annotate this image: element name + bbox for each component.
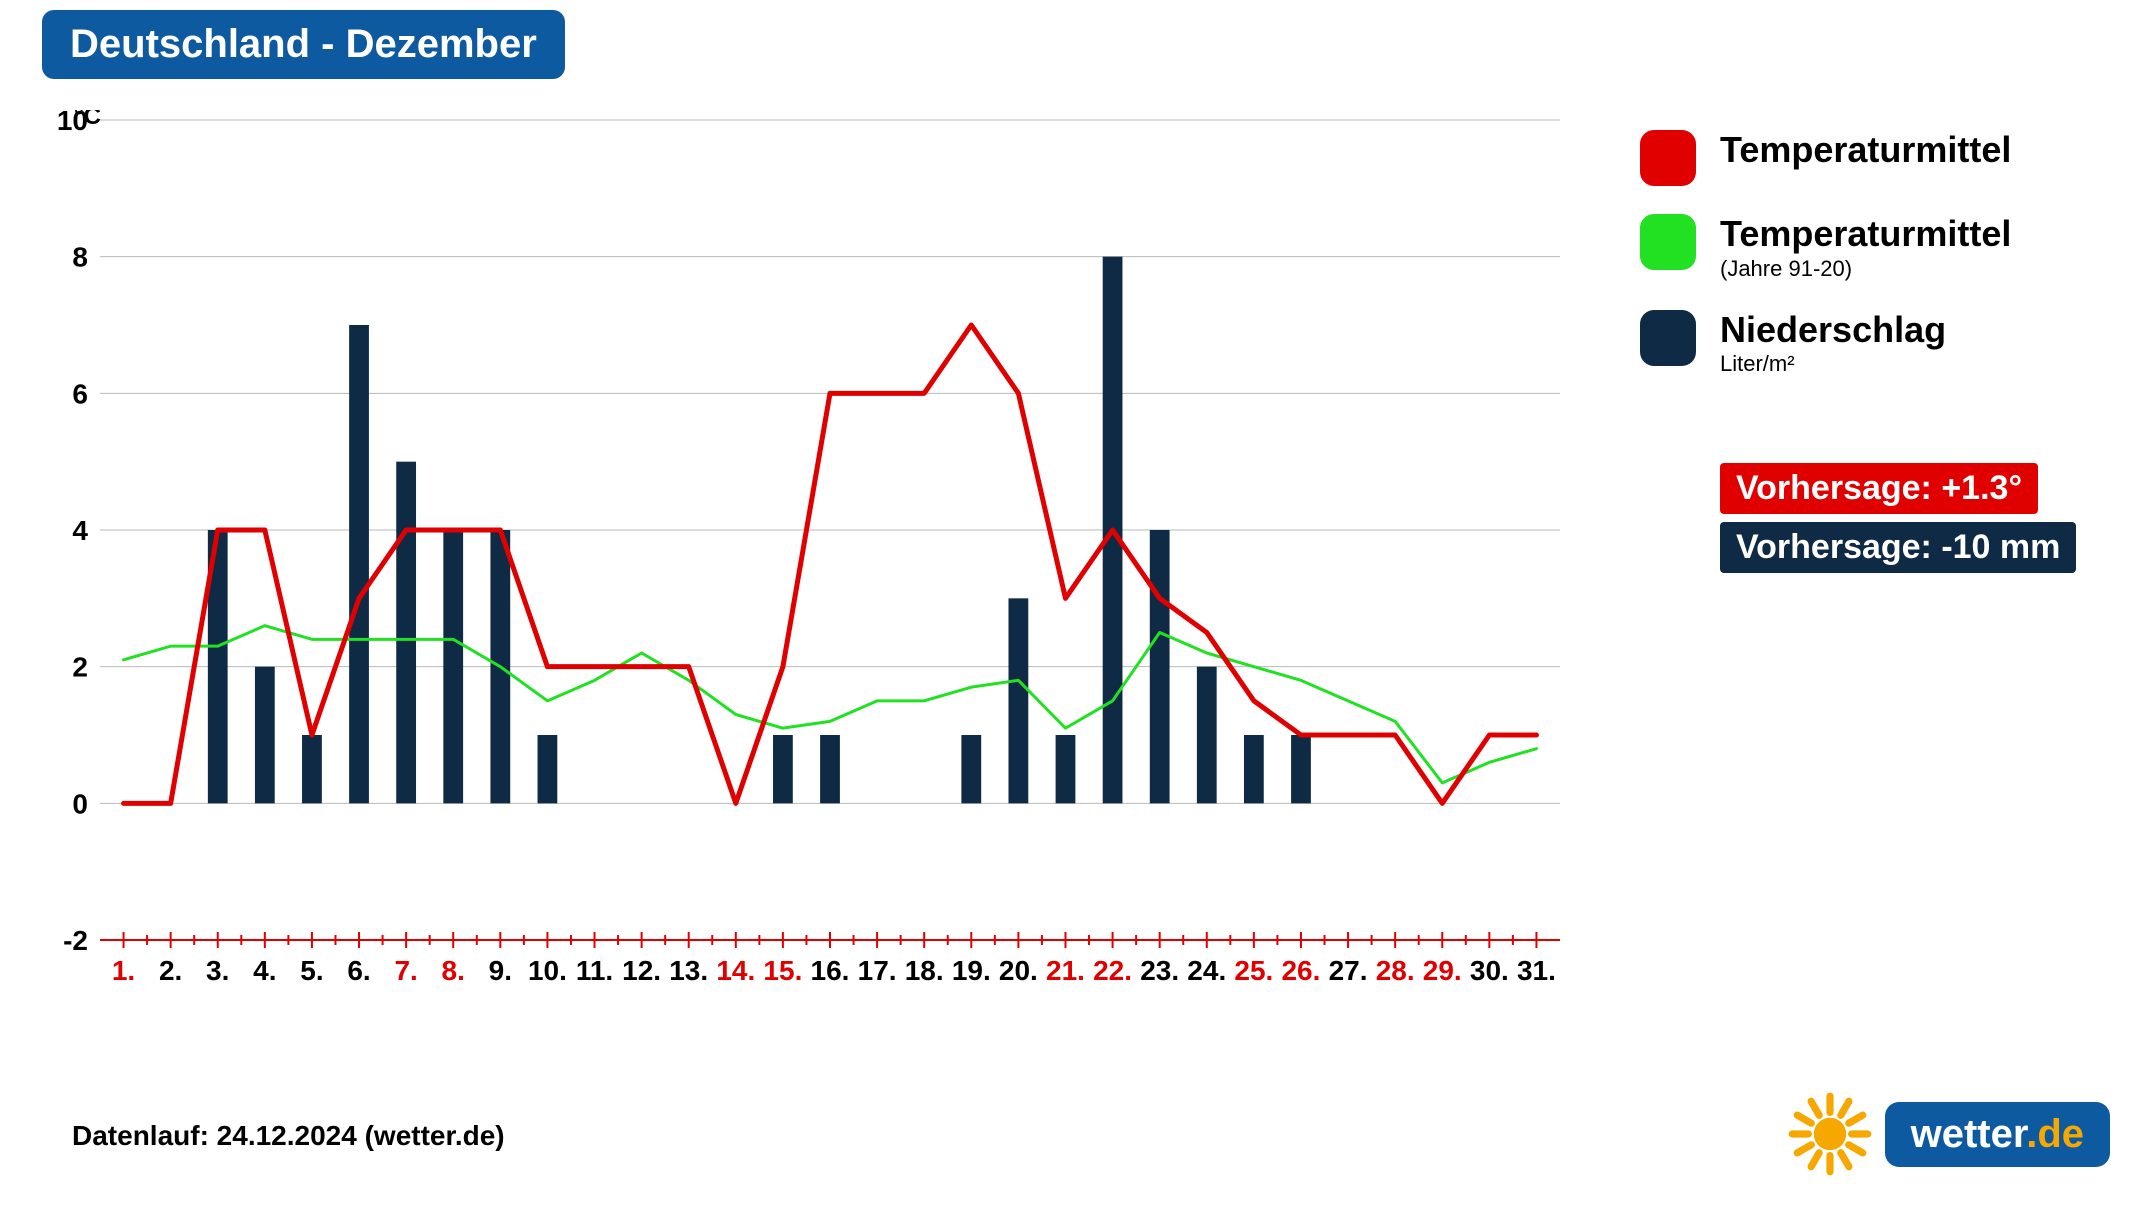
legend-sublabel: Liter/m² bbox=[1720, 351, 1946, 377]
svg-text:4: 4 bbox=[72, 515, 88, 546]
svg-text:-2: -2 bbox=[63, 925, 88, 956]
svg-text:1.: 1. bbox=[112, 955, 135, 986]
legend: TemperaturmittelTemperaturmittel(Jahre 9… bbox=[1640, 130, 2120, 573]
legend-label: Temperaturmittel bbox=[1720, 130, 2011, 170]
svg-text:31.: 31. bbox=[1517, 955, 1556, 986]
svg-text:10.: 10. bbox=[528, 955, 567, 986]
svg-text:2: 2 bbox=[72, 652, 88, 683]
svg-text:27.: 27. bbox=[1329, 955, 1368, 986]
legend-swatch bbox=[1640, 310, 1696, 366]
brand-logo: wetter.de bbox=[1785, 1089, 2110, 1179]
legend-swatch bbox=[1640, 214, 1696, 270]
svg-text:20.: 20. bbox=[999, 955, 1038, 986]
svg-text:°C: °C bbox=[74, 110, 101, 130]
legend-label: Temperaturmittel bbox=[1720, 214, 2011, 254]
svg-text:18.: 18. bbox=[905, 955, 944, 986]
svg-text:29.: 29. bbox=[1423, 955, 1462, 986]
forecast-badge: Vorhersage: +1.3° bbox=[1720, 463, 2038, 514]
svg-text:5.: 5. bbox=[300, 955, 323, 986]
svg-text:8: 8 bbox=[72, 242, 88, 273]
svg-text:6: 6 bbox=[72, 378, 88, 409]
legend-item-temp_mean: Temperaturmittel bbox=[1640, 130, 2120, 186]
weather-chart: -20246810°C1.2.3.4.5.6.7.8.9.10.11.12.13… bbox=[30, 110, 1590, 1070]
svg-text:6.: 6. bbox=[347, 955, 370, 986]
svg-text:15.: 15. bbox=[763, 955, 802, 986]
legend-swatch bbox=[1640, 130, 1696, 186]
svg-text:14.: 14. bbox=[716, 955, 755, 986]
legend-item-temp_mean_9120: Temperaturmittel(Jahre 91-20) bbox=[1640, 214, 2120, 282]
svg-text:3.: 3. bbox=[206, 955, 229, 986]
svg-text:13.: 13. bbox=[669, 955, 708, 986]
svg-text:23.: 23. bbox=[1140, 955, 1179, 986]
legend-item-precip: NiederschlagLiter/m² bbox=[1640, 310, 2120, 378]
page-title: Deutschland - Dezember bbox=[42, 10, 565, 79]
svg-text:24.: 24. bbox=[1187, 955, 1226, 986]
svg-text:11.: 11. bbox=[576, 955, 613, 986]
svg-text:17.: 17. bbox=[858, 955, 897, 986]
data-run-footer: Datenlauf: 24.12.2024 (wetter.de) bbox=[72, 1120, 505, 1152]
legend-sublabel: (Jahre 91-20) bbox=[1720, 256, 2011, 282]
svg-text:22.: 22. bbox=[1093, 955, 1132, 986]
svg-text:0: 0 bbox=[72, 788, 88, 819]
svg-text:2.: 2. bbox=[159, 955, 182, 986]
svg-text:28.: 28. bbox=[1376, 955, 1415, 986]
svg-text:8.: 8. bbox=[442, 955, 465, 986]
sun-icon bbox=[1785, 1089, 1875, 1179]
svg-text:30.: 30. bbox=[1470, 955, 1509, 986]
svg-text:7.: 7. bbox=[394, 955, 417, 986]
svg-text:12.: 12. bbox=[622, 955, 661, 986]
svg-text:21.: 21. bbox=[1046, 955, 1085, 986]
svg-text:19.: 19. bbox=[952, 955, 991, 986]
svg-text:26.: 26. bbox=[1281, 955, 1320, 986]
svg-text:4.: 4. bbox=[253, 955, 276, 986]
svg-text:16.: 16. bbox=[811, 955, 850, 986]
forecast-badge: Vorhersage: -10 mm bbox=[1720, 522, 2076, 573]
legend-label: Niederschlag bbox=[1720, 310, 1946, 350]
svg-text:25.: 25. bbox=[1234, 955, 1273, 986]
brand-name: wetter.de bbox=[1885, 1102, 2110, 1167]
svg-text:9.: 9. bbox=[489, 955, 512, 986]
